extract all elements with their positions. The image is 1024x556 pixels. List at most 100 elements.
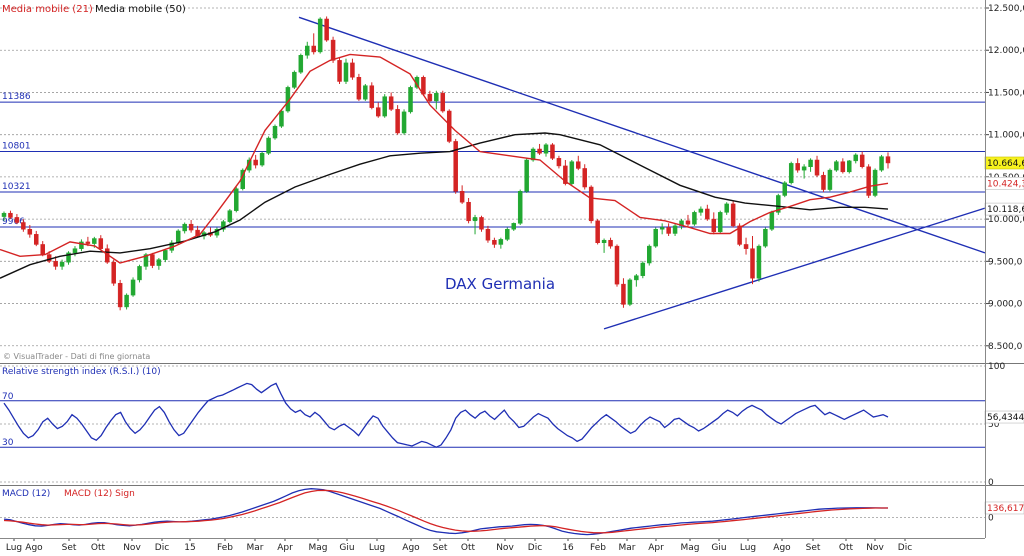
candle-down (427, 93, 433, 102)
candle-up (292, 71, 297, 88)
rsi-tick-label: 50 (988, 420, 1000, 430)
candle-up (505, 228, 510, 240)
candle-up (79, 241, 84, 249)
candle-down (621, 283, 626, 305)
level-label: 9906 (2, 217, 25, 227)
x-axis: Lug Ago Set Ott Nov Dic 15 Feb Mar Apr Mag Giu Lug Ag… (0, 538, 985, 553)
candle-up (92, 238, 97, 244)
candle-down (46, 254, 52, 262)
price-tick-label: 10.000,0 (988, 215, 1024, 225)
x-tick-label: 15 (184, 543, 195, 552)
candle-down (369, 85, 375, 108)
x-tick-label: Set (62, 543, 77, 552)
candle-down (588, 186, 594, 222)
candle-down (582, 168, 587, 188)
x-tick-label: Set (433, 543, 448, 552)
price-tick-label: 11.500,0 (988, 88, 1024, 98)
price-tick-label: 11.000,0 (988, 131, 1024, 141)
candle-up (130, 279, 136, 296)
macd-legend-macd: MACD (12) (2, 489, 50, 499)
candle-up (672, 225, 678, 234)
x-tick-label: Apr (648, 543, 664, 552)
candle-up (221, 221, 226, 230)
candle-down (324, 18, 329, 41)
price-badge-last: 10.664,6 (987, 159, 1024, 169)
candle-down (743, 244, 749, 249)
x-tick-label: Dic (155, 543, 169, 552)
x-tick-label: Mag (309, 543, 328, 552)
candle-up (627, 279, 633, 305)
legend-ma21: Media mobile (21) (2, 4, 93, 15)
candle-up (698, 208, 704, 213)
candle-up (163, 250, 168, 260)
x-tick-label: 16 (562, 543, 574, 552)
candle-up (234, 188, 239, 211)
candle-up (524, 159, 529, 192)
candle-up (530, 148, 536, 161)
candle-down (14, 217, 20, 223)
candle-up (227, 210, 233, 222)
candle-down (459, 190, 465, 203)
candle-up (143, 254, 149, 267)
candle-up (182, 223, 187, 232)
rsi-line (3, 382, 889, 448)
candle-up (569, 161, 575, 184)
candle-up (808, 159, 813, 168)
price-badges: 10.664,6 10.424,3 10.118,6 (984, 156, 1024, 216)
candle-down (8, 212, 13, 218)
candle-down (859, 154, 865, 168)
x-tick-label: Giu (339, 543, 354, 552)
candle-down (466, 201, 471, 222)
candle-down (866, 166, 871, 196)
x-tick-label: Apr (277, 543, 293, 552)
candle-up (66, 252, 71, 263)
x-tick-label: Ott (91, 543, 106, 552)
x-tick-label: Lug (6, 543, 22, 552)
x-tick-label: Set (806, 543, 821, 552)
candle-up (298, 55, 304, 73)
candle-up (647, 245, 652, 264)
candle-down (705, 208, 710, 220)
rsi-tick-label: 0 (988, 478, 994, 488)
candle-down (550, 144, 555, 159)
candle-down (453, 141, 458, 192)
candle-up (517, 190, 523, 224)
candle-up (847, 160, 852, 173)
candle-up (137, 266, 142, 281)
candles (1, 16, 891, 311)
level-label: 11386 (2, 92, 31, 102)
candle-up (72, 248, 78, 254)
macd-series (3, 488, 888, 536)
rsi-level-label: 30 (2, 438, 14, 448)
candle-down (814, 159, 820, 176)
price-badge-ma21: 10.424,3 (987, 179, 1024, 189)
candle-up (724, 203, 729, 213)
candle-up (343, 62, 349, 82)
candle-up (363, 85, 368, 100)
price-badge-ma50: 10.118,6 (987, 205, 1024, 215)
candle-up (776, 195, 781, 213)
candle-down (34, 234, 39, 245)
candle-up (543, 144, 549, 154)
candle-up (317, 18, 323, 53)
candle-up (498, 239, 504, 245)
rsi-title: Relative strength index (R.S.I.) (10) (2, 367, 161, 377)
candle-down (40, 244, 45, 255)
candle-down (388, 96, 394, 110)
candle-up (382, 96, 387, 117)
macd-signal-series (3, 489, 888, 534)
candle-up (872, 169, 878, 196)
candle-down (311, 45, 316, 53)
x-tick-label: Dic (528, 543, 542, 552)
x-tick-label: Lug (740, 543, 756, 552)
macd-legend-signal: MACD (12) Sign (64, 489, 135, 499)
trendline-resistance (298, 16, 986, 254)
candle-down (730, 203, 736, 227)
candle-up (782, 182, 788, 196)
candle-down (885, 156, 891, 164)
ma50-line (0, 132, 889, 279)
rsi-last-value: 56,4344 (987, 413, 1024, 423)
price-tick-label: 12.000,0 (988, 46, 1024, 56)
candle-up (279, 110, 284, 127)
